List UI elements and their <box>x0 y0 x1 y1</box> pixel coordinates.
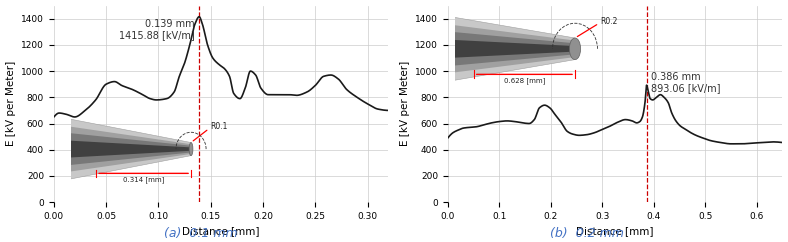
Text: 893.06 [kV/m]: 893.06 [kV/m] <box>651 83 720 94</box>
Y-axis label: E [kV per Meter]: E [kV per Meter] <box>400 61 410 146</box>
Text: (b)  0.2 mm: (b) 0.2 mm <box>550 227 624 240</box>
X-axis label: Distance [mm]: Distance [mm] <box>182 227 260 236</box>
Y-axis label: E [kV per Meter]: E [kV per Meter] <box>6 61 16 146</box>
X-axis label: Distance [mm]: Distance [mm] <box>576 227 654 236</box>
Text: 0.139 mm: 0.139 mm <box>145 19 195 29</box>
Text: 0.386 mm: 0.386 mm <box>651 72 701 83</box>
Text: (a)  0.1 mm: (a) 0.1 mm <box>164 227 238 240</box>
Text: 1415.88 [kV/m]: 1415.88 [kV/m] <box>119 30 195 40</box>
